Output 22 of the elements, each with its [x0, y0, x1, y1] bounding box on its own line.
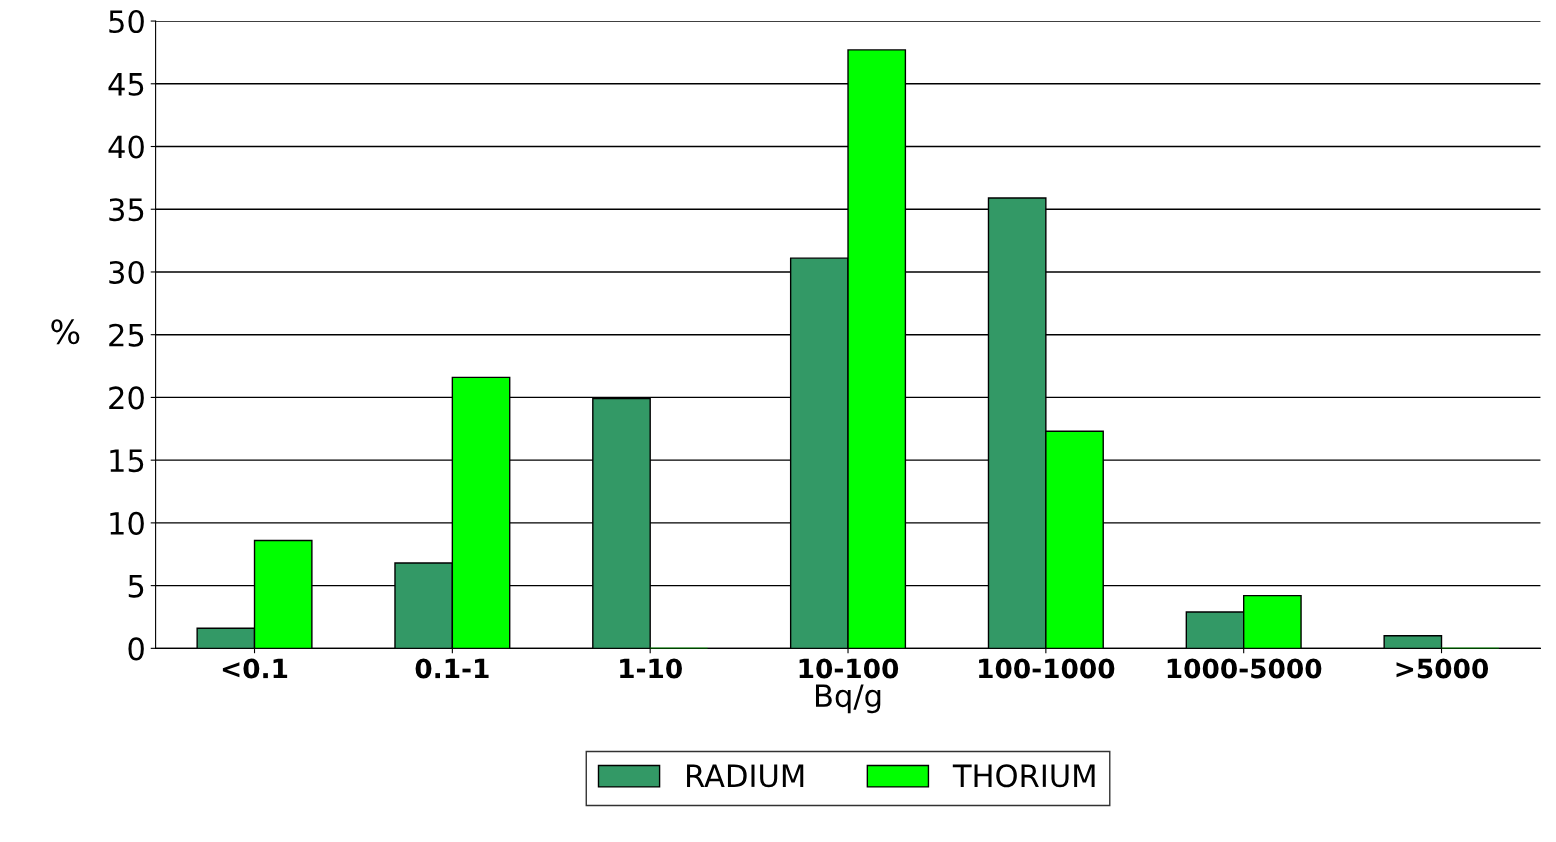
y-axis-title: %	[51, 319, 80, 345]
y-tick-label: 50	[109, 9, 144, 34]
y-tick-label: 10	[110, 511, 144, 535]
y-tick-label: 0	[128, 637, 144, 661]
y-tick-label: 30	[109, 260, 144, 285]
x-tick-label: 1-10	[620, 658, 682, 679]
x-axis-title: Bq/g	[815, 684, 881, 714]
x-tick-label: <0.1	[222, 658, 288, 679]
y-tick-label: 20	[109, 386, 144, 410]
x-tick-label: 1000-5000	[1167, 658, 1322, 679]
y-tick-label: 15	[110, 449, 144, 473]
y-tick-label: 25	[109, 323, 144, 347]
y-tick-label: 5	[128, 574, 144, 598]
y-tick-label: 40	[108, 135, 144, 159]
legend-label: RADIUM	[687, 764, 804, 788]
y-tick-label: 45	[108, 73, 144, 96]
legend-label: THORIUM	[952, 764, 1095, 788]
x-tick-label: 0.1-1	[415, 658, 489, 679]
x-tick-label: 100-1000	[979, 658, 1115, 679]
y-tick-label: 35	[109, 198, 144, 222]
x-tick-label: >5000	[1396, 658, 1489, 679]
x-tick-label: 10-100	[799, 658, 899, 679]
